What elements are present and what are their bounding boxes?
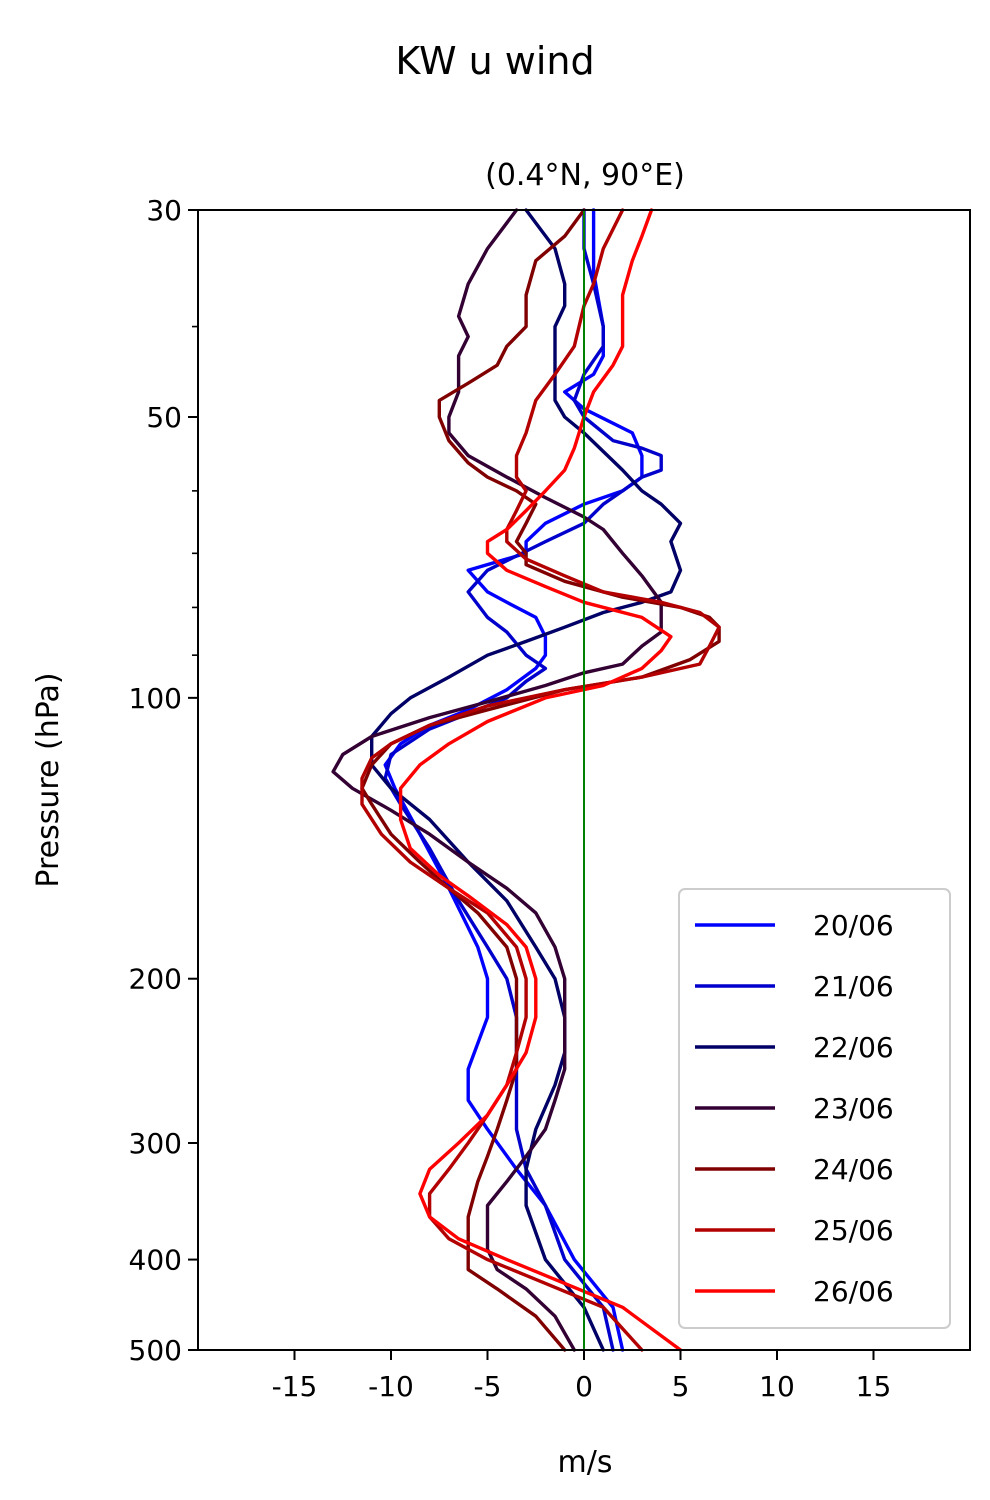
y-axis-label: Pressure (hPa) <box>31 672 66 887</box>
plot-area <box>197 208 971 1352</box>
x-tick-label: -15 <box>272 1370 318 1403</box>
y-tick-label: 200 <box>129 963 182 996</box>
legend-label: 21/06 <box>813 970 894 1003</box>
x-axis-label: m/s <box>558 1445 613 1480</box>
series-line-22-06 <box>370 208 683 1352</box>
legend-label: 23/06 <box>813 1092 894 1125</box>
legend-box <box>678 888 951 1329</box>
y-tick-label: 50 <box>146 401 182 434</box>
legend-label: 24/06 <box>813 1153 894 1186</box>
series-line-25-06 <box>360 208 721 1352</box>
x-tick-label: -5 <box>474 1370 502 1403</box>
chart-subtitle: (0.4°N, 90°E) <box>485 158 685 193</box>
y-tick-label: 300 <box>129 1127 182 1160</box>
y-axis: 30 50 100 200 300 400 500 <box>129 194 198 1367</box>
x-tick-label: -10 <box>368 1370 414 1403</box>
x-tick-label: 5 <box>672 1370 690 1403</box>
legend: 20/06 21/06 22/06 23/06 24/06 25/06 26/06 <box>678 888 951 1329</box>
y-tick-label: 100 <box>129 682 182 715</box>
y-tick-label: 400 <box>129 1244 182 1277</box>
x-tick-label: 15 <box>856 1370 892 1403</box>
y-tick-label: 30 <box>146 194 182 227</box>
legend-label: 25/06 <box>813 1214 894 1247</box>
chart-title: KW u wind <box>395 39 594 83</box>
y-tick-label: 500 <box>129 1334 182 1367</box>
legend-label: 20/06 <box>813 909 894 942</box>
legend-label: 26/06 <box>813 1275 894 1308</box>
x-tick-label: 0 <box>575 1370 593 1403</box>
legend-label: 22/06 <box>813 1031 894 1064</box>
series-line-20-06 <box>383 208 644 1352</box>
series-layer <box>331 208 721 1352</box>
series-line-24-06 <box>360 208 721 1352</box>
x-axis: -15 -10 -5 0 5 10 15 <box>272 1350 892 1403</box>
x-tick-label: 10 <box>759 1370 795 1403</box>
series-line-23-06 <box>331 208 663 1352</box>
